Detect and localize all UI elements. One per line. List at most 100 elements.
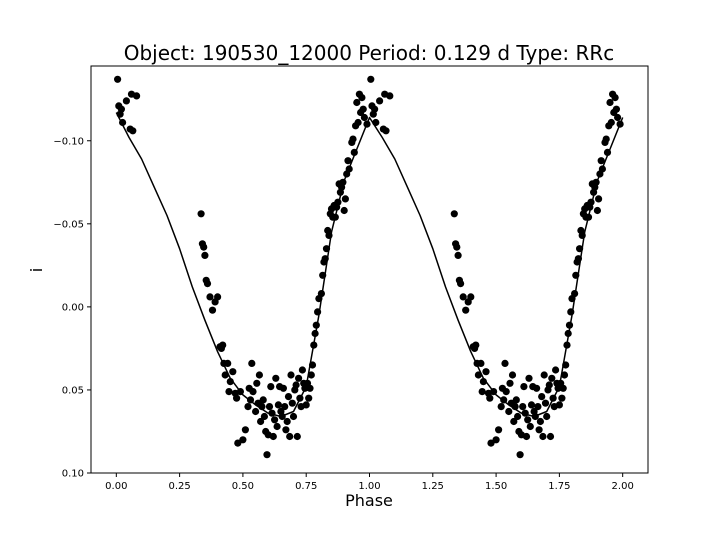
data-point bbox=[614, 113, 622, 122]
data-point bbox=[502, 388, 510, 396]
data-point bbox=[450, 210, 458, 218]
data-point bbox=[203, 280, 212, 288]
data-point bbox=[543, 412, 551, 421]
data-point bbox=[593, 206, 602, 215]
data-point bbox=[606, 98, 614, 107]
data-point bbox=[492, 436, 500, 444]
data-point bbox=[341, 195, 349, 203]
data-point bbox=[129, 127, 137, 135]
data-point bbox=[255, 371, 263, 379]
data-point bbox=[197, 210, 205, 218]
data-point bbox=[454, 251, 462, 259]
data-point bbox=[354, 118, 362, 127]
y-tick-label: −0.10 bbox=[53, 136, 84, 147]
data-point bbox=[597, 157, 605, 165]
data-point bbox=[225, 388, 233, 396]
y-tick-label: −0.05 bbox=[53, 219, 84, 230]
data-point bbox=[527, 401, 536, 409]
data-point bbox=[376, 97, 384, 105]
data-point bbox=[487, 439, 495, 447]
data-point bbox=[359, 105, 367, 113]
x-tick-label: 1.00 bbox=[358, 481, 380, 492]
data-point bbox=[546, 432, 555, 441]
x-tick-label: 0.50 bbox=[232, 481, 254, 492]
x-tick-label: 0.25 bbox=[168, 481, 190, 492]
data-point bbox=[508, 371, 517, 379]
data-point bbox=[353, 98, 361, 107]
x-tick-label: 1.25 bbox=[422, 481, 444, 492]
data-point bbox=[295, 374, 303, 382]
data-point bbox=[271, 416, 279, 424]
data-point bbox=[486, 394, 494, 402]
data-point bbox=[541, 399, 550, 407]
data-point bbox=[286, 432, 294, 441]
data-point bbox=[525, 374, 533, 382]
data-point bbox=[206, 293, 214, 301]
y-axis: −0.10 −0.05 0.00 0.05 0.10 bbox=[53, 136, 91, 480]
data-point bbox=[495, 426, 503, 434]
data-point bbox=[305, 394, 313, 402]
y-tick-label: 0.10 bbox=[62, 469, 84, 480]
data-point bbox=[282, 426, 290, 434]
data-point bbox=[122, 97, 130, 105]
data-point bbox=[548, 374, 556, 382]
x-tick-label: 1.75 bbox=[548, 481, 570, 492]
data-point bbox=[249, 388, 257, 396]
data-point bbox=[306, 384, 314, 392]
data-point bbox=[274, 401, 282, 409]
data-point bbox=[371, 105, 379, 113]
data-point bbox=[289, 412, 298, 421]
data-point bbox=[386, 92, 394, 100]
y-tick-label: 0.00 bbox=[62, 302, 84, 313]
x-tick-label: 1.50 bbox=[485, 481, 507, 492]
model-curve bbox=[115, 112, 624, 418]
data-point bbox=[263, 451, 271, 459]
data-point bbox=[214, 293, 222, 301]
data-point bbox=[257, 417, 265, 426]
data-point bbox=[612, 105, 621, 113]
data-point bbox=[229, 368, 237, 376]
data-point bbox=[293, 432, 301, 441]
plot-frame bbox=[90, 65, 649, 474]
data-point bbox=[497, 403, 505, 411]
data-point bbox=[287, 371, 295, 379]
data-point bbox=[349, 135, 357, 143]
plot-area bbox=[114, 75, 624, 459]
data-point bbox=[501, 359, 509, 367]
data-point bbox=[117, 105, 125, 113]
data-point bbox=[545, 381, 553, 389]
data-point bbox=[512, 396, 520, 404]
data-point bbox=[539, 432, 547, 441]
data-point bbox=[482, 368, 490, 376]
data-point bbox=[302, 401, 310, 409]
y-tick-label: 0.05 bbox=[62, 385, 84, 396]
data-point bbox=[522, 432, 531, 441]
data-point bbox=[533, 384, 541, 392]
data-point bbox=[538, 393, 546, 401]
data-point bbox=[241, 426, 249, 434]
data-point bbox=[358, 94, 366, 102]
x-axis: 0.00 0.25 0.50 0.75 1.00 1.25 1.50 1.75 2.00 bbox=[105, 473, 634, 492]
data-point bbox=[267, 383, 275, 391]
data-point bbox=[526, 422, 534, 431]
data-point bbox=[520, 383, 528, 391]
data-point bbox=[505, 407, 513, 416]
data-point bbox=[540, 371, 548, 379]
data-point bbox=[269, 432, 277, 441]
data-point bbox=[462, 306, 470, 314]
data-point bbox=[298, 366, 306, 374]
data-point bbox=[559, 384, 567, 392]
data-point bbox=[514, 412, 522, 421]
data-point bbox=[259, 396, 267, 404]
data-point bbox=[360, 113, 368, 122]
data-point bbox=[457, 280, 465, 288]
x-axis-label: Phase bbox=[345, 491, 393, 510]
data-point bbox=[248, 359, 256, 367]
data-point bbox=[244, 403, 252, 411]
data-point bbox=[133, 92, 141, 100]
data-point bbox=[201, 251, 209, 259]
data-point bbox=[234, 439, 242, 447]
data-point bbox=[555, 401, 564, 409]
data-point bbox=[307, 371, 315, 379]
data-point bbox=[519, 403, 527, 411]
